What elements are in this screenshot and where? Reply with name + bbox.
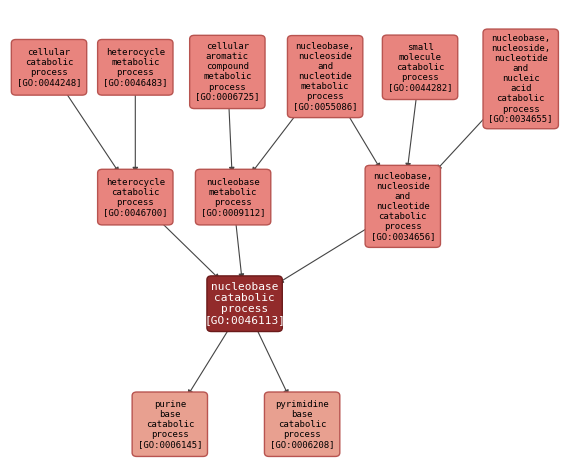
FancyBboxPatch shape	[483, 29, 558, 129]
Text: heterocycle
metabolic
process
[GO:0046483]: heterocycle metabolic process [GO:004648…	[103, 48, 167, 87]
FancyBboxPatch shape	[195, 169, 271, 225]
Text: pyrimidine
base
catabolic
process
[GO:0006208]: pyrimidine base catabolic process [GO:00…	[270, 400, 335, 449]
Text: purine
base
catabolic
process
[GO:0006145]: purine base catabolic process [GO:000614…	[137, 400, 202, 449]
FancyBboxPatch shape	[11, 40, 87, 95]
Text: cellular
catabolic
process
[GO:0044248]: cellular catabolic process [GO:0044248]	[17, 48, 81, 87]
FancyBboxPatch shape	[97, 40, 173, 95]
FancyBboxPatch shape	[132, 392, 207, 456]
Text: nucleobase,
nucleoside
and
nucleotide
catabolic
process
[GO:0034656]: nucleobase, nucleoside and nucleotide ca…	[370, 172, 435, 241]
FancyBboxPatch shape	[207, 276, 282, 332]
FancyBboxPatch shape	[265, 392, 340, 456]
Text: nucleobase
catabolic
process
[GO:0046113]: nucleobase catabolic process [GO:0046113…	[204, 282, 285, 325]
Text: cellular
aromatic
compound
metabolic
process
[GO:0006725]: cellular aromatic compound metabolic pro…	[195, 42, 259, 102]
Text: nucleobase,
nucleoside
and
nucleotide
metabolic
process
[GO:0055086]: nucleobase, nucleoside and nucleotide me…	[293, 42, 357, 111]
FancyBboxPatch shape	[190, 35, 265, 109]
Text: nucleobase
metabolic
process
[GO:0009112]: nucleobase metabolic process [GO:0009112…	[201, 177, 265, 217]
FancyBboxPatch shape	[288, 35, 363, 118]
Text: heterocycle
catabolic
process
[GO:0046700]: heterocycle catabolic process [GO:004670…	[103, 177, 167, 217]
Text: small
molecule
catabolic
process
[GO:0044282]: small molecule catabolic process [GO:004…	[388, 43, 453, 92]
FancyBboxPatch shape	[382, 35, 458, 99]
FancyBboxPatch shape	[365, 166, 440, 247]
FancyBboxPatch shape	[97, 169, 173, 225]
Text: nucleobase,
nucleoside,
nucleotide
and
nucleic
acid
catabolic
process
[GO:003465: nucleobase, nucleoside, nucleotide and n…	[488, 34, 553, 123]
